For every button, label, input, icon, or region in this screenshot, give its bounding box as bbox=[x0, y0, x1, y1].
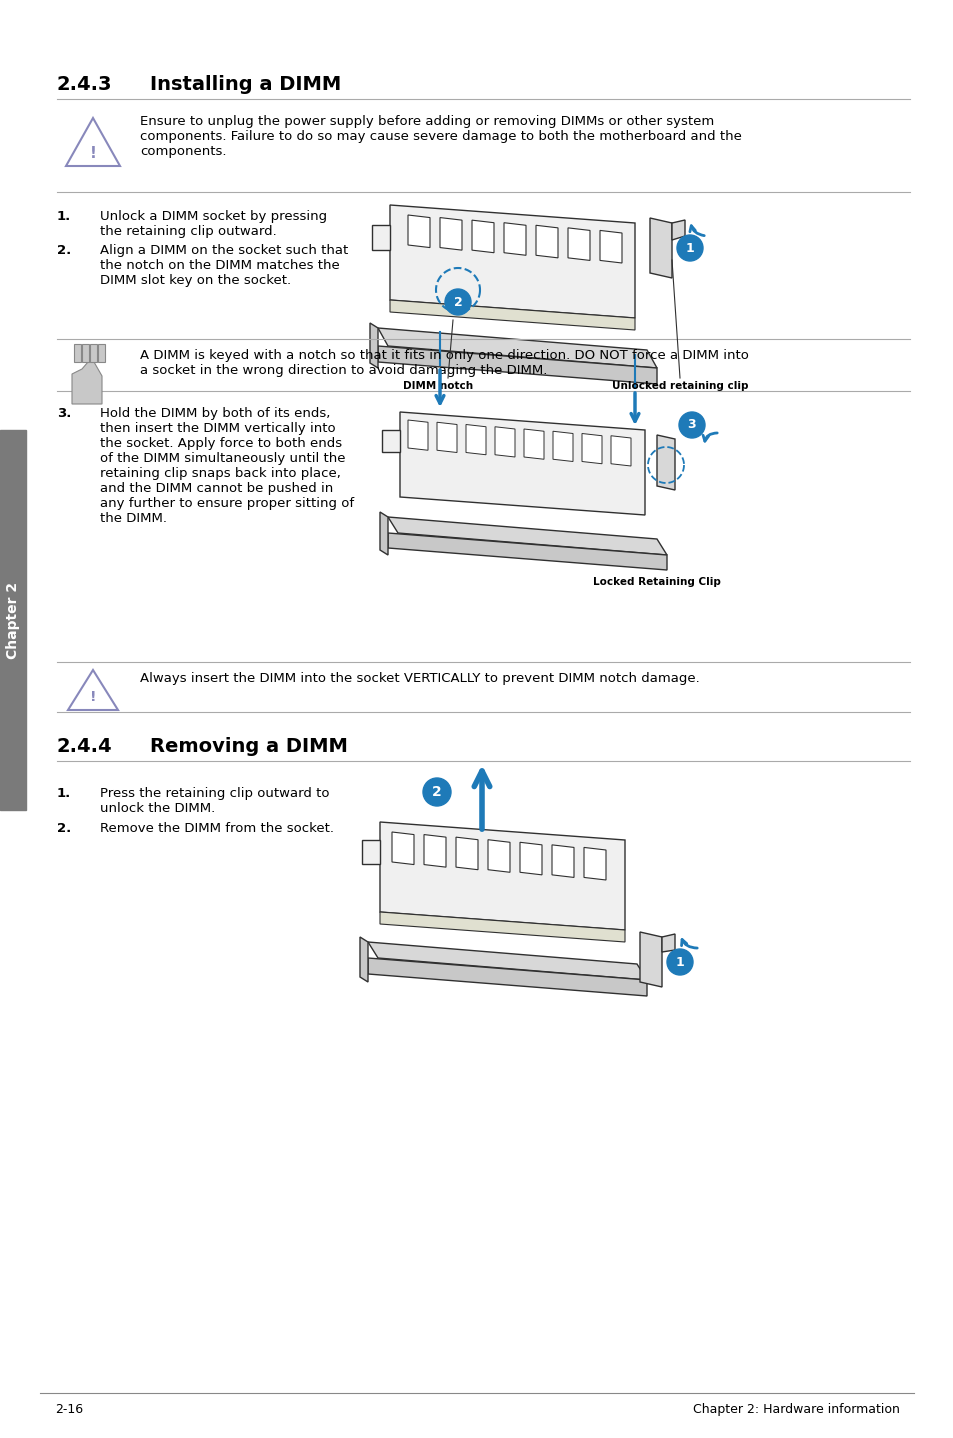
Text: Chapter 2: Chapter 2 bbox=[6, 581, 20, 659]
Polygon shape bbox=[581, 433, 601, 463]
Text: 2-16: 2-16 bbox=[55, 1403, 83, 1416]
Text: Always insert the DIMM into the socket VERTICALLY to prevent DIMM notch damage.: Always insert the DIMM into the socket V… bbox=[140, 672, 699, 684]
Text: 3: 3 bbox=[687, 418, 696, 431]
Text: 2: 2 bbox=[432, 785, 441, 800]
Text: Removing a DIMM: Removing a DIMM bbox=[150, 738, 348, 756]
Polygon shape bbox=[553, 431, 573, 462]
Polygon shape bbox=[423, 834, 446, 867]
Polygon shape bbox=[71, 362, 102, 404]
Polygon shape bbox=[439, 217, 461, 250]
Polygon shape bbox=[379, 512, 388, 555]
Text: 2.4.3: 2.4.3 bbox=[57, 75, 112, 93]
Text: Installing a DIMM: Installing a DIMM bbox=[150, 75, 341, 93]
Polygon shape bbox=[503, 223, 525, 256]
Polygon shape bbox=[456, 837, 477, 870]
Polygon shape bbox=[361, 840, 379, 864]
Circle shape bbox=[422, 778, 451, 807]
Text: DIMM notch: DIMM notch bbox=[402, 381, 473, 391]
Polygon shape bbox=[465, 424, 485, 454]
Polygon shape bbox=[488, 840, 510, 873]
Polygon shape bbox=[359, 938, 368, 982]
Polygon shape bbox=[390, 301, 635, 329]
Text: Align a DIMM on the socket such that
the notch on the DIMM matches the
DIMM slot: Align a DIMM on the socket such that the… bbox=[100, 244, 348, 288]
Text: 1.: 1. bbox=[57, 787, 71, 800]
Text: Locked Retaining Clip: Locked Retaining Clip bbox=[593, 577, 720, 587]
Text: 2.: 2. bbox=[57, 244, 71, 257]
Text: !: ! bbox=[90, 145, 96, 161]
Polygon shape bbox=[379, 823, 624, 930]
Text: !: ! bbox=[90, 690, 96, 705]
Text: 1.: 1. bbox=[57, 210, 71, 223]
Polygon shape bbox=[377, 347, 657, 384]
Polygon shape bbox=[381, 430, 399, 452]
Text: Remove the DIMM from the socket.: Remove the DIMM from the socket. bbox=[100, 823, 334, 835]
Polygon shape bbox=[519, 843, 541, 874]
Polygon shape bbox=[552, 846, 574, 877]
Polygon shape bbox=[408, 216, 430, 247]
Polygon shape bbox=[408, 420, 428, 450]
Polygon shape bbox=[98, 344, 105, 362]
Text: Chapter 2: Hardware information: Chapter 2: Hardware information bbox=[693, 1403, 899, 1416]
Circle shape bbox=[677, 234, 702, 262]
Text: Unlock a DIMM socket by pressing
the retaining clip outward.: Unlock a DIMM socket by pressing the ret… bbox=[100, 210, 327, 239]
Polygon shape bbox=[472, 220, 494, 253]
Polygon shape bbox=[583, 847, 605, 880]
Circle shape bbox=[666, 949, 692, 975]
Text: Unlocked retaining clip: Unlocked retaining clip bbox=[611, 381, 747, 391]
Polygon shape bbox=[599, 230, 621, 263]
Polygon shape bbox=[567, 227, 589, 260]
Polygon shape bbox=[377, 328, 657, 368]
Polygon shape bbox=[74, 344, 81, 362]
Text: Ensure to unplug the power supply before adding or removing DIMMs or other syste: Ensure to unplug the power supply before… bbox=[140, 115, 741, 158]
Polygon shape bbox=[495, 427, 515, 457]
Polygon shape bbox=[392, 833, 414, 864]
Polygon shape bbox=[388, 533, 666, 569]
Polygon shape bbox=[368, 958, 646, 997]
Polygon shape bbox=[388, 518, 666, 555]
Polygon shape bbox=[610, 436, 630, 466]
Polygon shape bbox=[390, 206, 635, 318]
Polygon shape bbox=[649, 219, 671, 278]
Circle shape bbox=[679, 413, 704, 439]
Text: Press the retaining clip outward to
unlock the DIMM.: Press the retaining clip outward to unlo… bbox=[100, 787, 329, 815]
Polygon shape bbox=[379, 912, 624, 942]
Circle shape bbox=[444, 289, 471, 315]
Text: A DIMM is keyed with a notch so that it fits in only one direction. DO NOT force: A DIMM is keyed with a notch so that it … bbox=[140, 349, 748, 377]
Polygon shape bbox=[370, 324, 377, 368]
Text: 2.4.4: 2.4.4 bbox=[57, 738, 112, 756]
Text: 3.: 3. bbox=[57, 407, 71, 420]
Polygon shape bbox=[399, 413, 644, 515]
Polygon shape bbox=[368, 942, 646, 981]
Polygon shape bbox=[657, 436, 675, 490]
Polygon shape bbox=[671, 220, 684, 240]
Bar bbox=[0, 430, 26, 810]
Polygon shape bbox=[536, 226, 558, 257]
Polygon shape bbox=[90, 344, 97, 362]
Text: 2.: 2. bbox=[57, 823, 71, 835]
Text: 1: 1 bbox=[675, 955, 683, 969]
Text: 1: 1 bbox=[685, 242, 694, 255]
Text: Hold the DIMM by both of its ends,
then insert the DIMM vertically into
the sock: Hold the DIMM by both of its ends, then … bbox=[100, 407, 354, 525]
Polygon shape bbox=[436, 423, 456, 453]
Polygon shape bbox=[523, 429, 543, 459]
Polygon shape bbox=[82, 344, 89, 362]
Polygon shape bbox=[372, 224, 390, 250]
Text: 2: 2 bbox=[453, 295, 462, 309]
Polygon shape bbox=[661, 935, 675, 952]
Polygon shape bbox=[639, 932, 661, 986]
